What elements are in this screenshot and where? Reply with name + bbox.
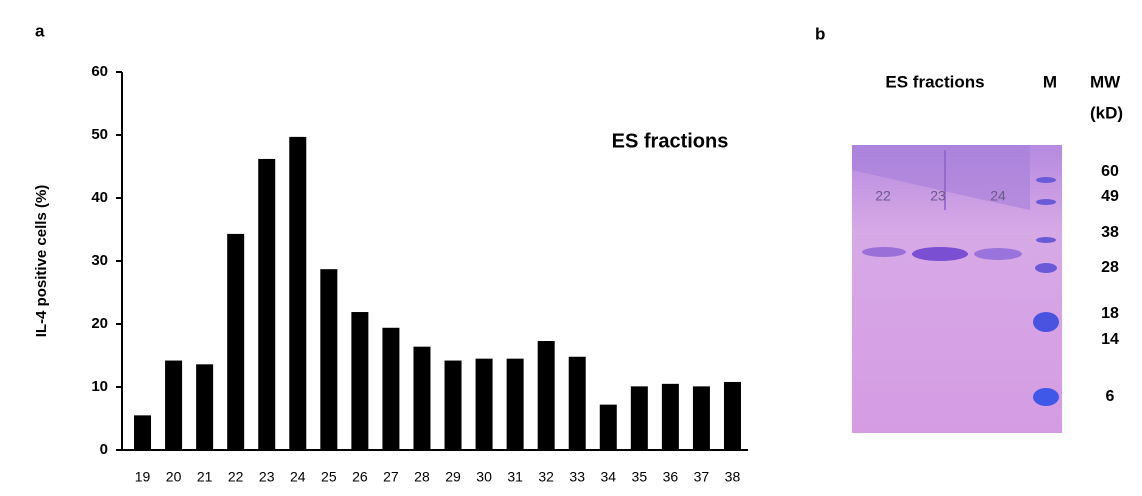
bar [227,233,245,450]
x-tick-label: 36 [663,469,679,485]
gel-shade [852,145,1030,210]
bar [444,360,462,450]
x-tick-label: 33 [569,469,585,485]
bar [661,383,679,450]
y-tick-label: 10 [91,378,108,395]
lane-label: 24 [990,188,1006,204]
bar [723,381,741,450]
y-axis-label: IL-4 positive cells (%) [33,185,50,338]
bar [320,269,338,450]
bar [196,364,214,450]
x-tick-label: 32 [538,469,554,485]
x-tick-label: 23 [259,469,275,485]
marker-bands [1033,177,1059,406]
x-tick-label: 19 [135,469,151,485]
y-tick-label: 50 [91,126,108,143]
bar [382,327,400,450]
x-tick-label: 28 [414,469,430,485]
marker-label: 49 [1101,188,1119,205]
x-tick-label: 20 [166,469,182,485]
marker-label: 38 [1101,224,1119,241]
x-tick-label: 34 [600,469,616,485]
panel-label: a [35,21,45,40]
y-tick-label: 40 [91,189,108,206]
x-tick-label: 35 [632,469,648,485]
x-tick-label: 37 [694,469,710,485]
bar [413,346,431,450]
bar [258,158,276,450]
band [912,247,968,261]
y-tick-label: 60 [91,63,108,80]
bar [134,415,152,450]
marker-label: 6 [1106,388,1115,405]
bar [289,136,307,450]
y-tick-label: 0 [100,441,108,458]
bar [506,358,524,450]
bar [568,356,586,450]
lane-label: 23 [930,188,946,204]
gel-title: ES fractions [885,72,984,91]
bar [692,386,710,450]
mw-title: MW [1090,72,1121,91]
lane-label: 22 [875,188,891,204]
x-tick-label: 29 [445,469,461,485]
x-tick-label: 22 [228,469,244,485]
y-tick-label: 30 [91,252,108,269]
x-tick-label: 26 [352,469,368,485]
bar [630,386,648,450]
bar [475,358,493,450]
x-tick-label: 21 [197,469,213,485]
x-tick-label: 38 [725,469,741,485]
marker-label: 28 [1101,259,1119,276]
bar [537,341,555,450]
band [862,247,906,257]
y-tick-label: 20 [91,315,108,332]
marker-label: 60 [1101,163,1119,180]
x-tick-label: 31 [507,469,523,485]
band [974,248,1022,260]
marker-lane-label: M [1043,72,1057,91]
bar [599,404,617,450]
x-tick-label: 25 [321,469,337,485]
marker-label: 14 [1101,331,1119,348]
marker-label: 18 [1101,305,1119,322]
x-tick-label: 27 [383,469,399,485]
x-tick-label: 24 [290,469,306,485]
bar [351,312,369,450]
bar [165,360,183,450]
x-tick-label: 30 [476,469,492,485]
mw-unit: (kD) [1090,103,1123,122]
annotation: ES fractions [612,130,729,152]
panel-label: b [815,24,825,43]
